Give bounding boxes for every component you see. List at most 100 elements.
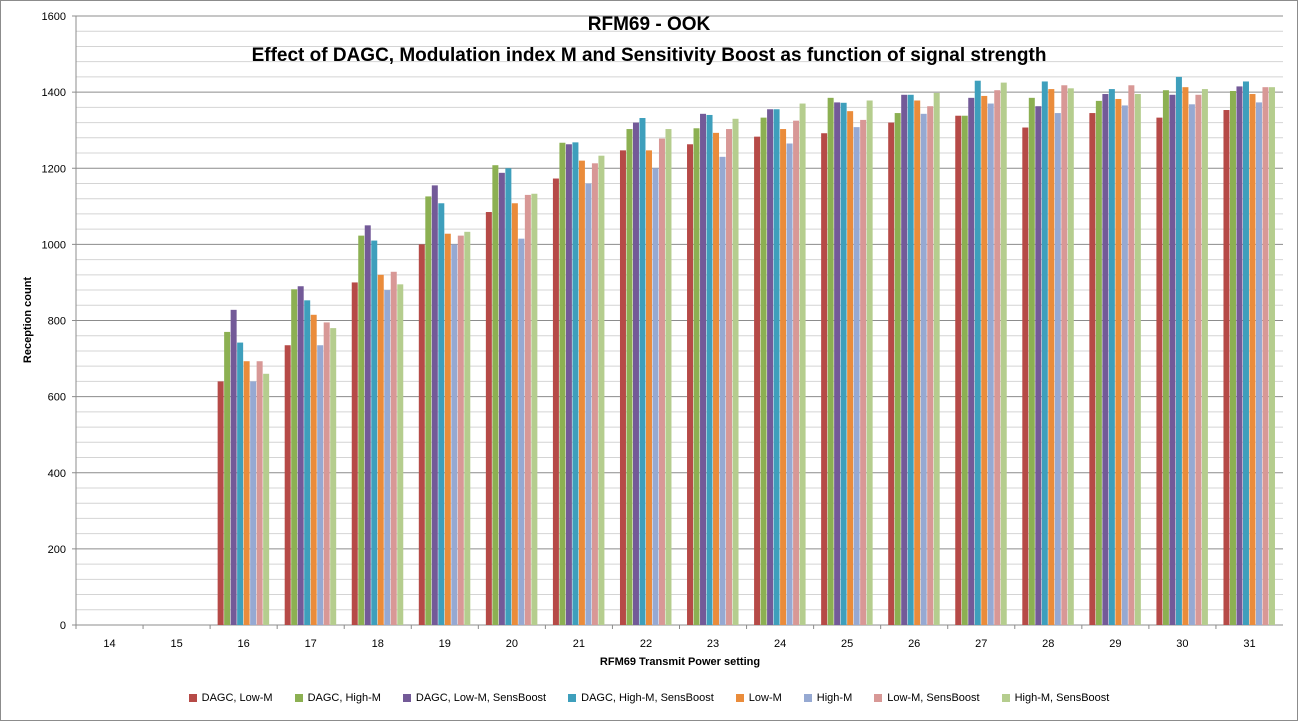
bar — [351, 282, 358, 625]
legend-label: DAGC, High-M, SensBoost — [581, 692, 714, 704]
bar — [1061, 85, 1068, 626]
bar — [626, 129, 633, 625]
y-axis-label: Reception count — [22, 276, 34, 364]
bar — [1249, 94, 1256, 625]
bar — [572, 142, 579, 625]
bar — [1102, 94, 1109, 625]
bar — [994, 90, 1001, 626]
legend-item: DAGC, High-M — [294, 692, 381, 704]
bar — [224, 331, 231, 625]
bar — [760, 117, 767, 625]
x-tick-label: 28 — [1042, 638, 1054, 650]
x-tick-label: 17 — [305, 638, 317, 650]
bar — [431, 185, 438, 626]
bar — [632, 122, 639, 625]
bar — [901, 94, 908, 626]
bar — [390, 271, 397, 625]
legend-swatch — [735, 694, 744, 702]
bar — [451, 244, 458, 625]
bar — [1188, 104, 1195, 626]
bar — [1041, 81, 1048, 625]
bar — [955, 115, 962, 625]
bar — [524, 194, 531, 626]
bar — [297, 286, 304, 625]
bar — [598, 155, 605, 625]
bar — [1128, 85, 1135, 626]
bar — [1169, 94, 1176, 626]
bar — [591, 163, 598, 625]
legend-item: Low-M — [735, 692, 782, 704]
bar — [645, 150, 652, 625]
bar — [230, 309, 237, 625]
bar — [1115, 98, 1122, 625]
x-tick-label: 16 — [238, 638, 250, 650]
legend-item: High-M, SensBoost — [1001, 692, 1110, 704]
bar — [780, 129, 787, 625]
bar — [1108, 89, 1115, 625]
bar — [907, 94, 914, 626]
bar — [1156, 117, 1163, 625]
bar — [961, 115, 968, 625]
x-tick-label: 31 — [1243, 638, 1255, 650]
bar — [1229, 90, 1236, 625]
bar — [1134, 94, 1141, 625]
bar — [706, 114, 713, 626]
legend-swatch — [294, 694, 303, 702]
x-tick-label: 24 — [774, 638, 786, 650]
bar — [552, 178, 559, 626]
bar — [377, 274, 384, 625]
y-tick-label: 1600 — [42, 11, 66, 23]
legend-swatch — [803, 694, 812, 702]
x-tick-label: 29 — [1109, 638, 1121, 650]
bar — [1054, 113, 1061, 625]
bar — [894, 113, 901, 625]
bar — [1035, 106, 1042, 625]
y-tick-label: 1000 — [42, 239, 66, 251]
bar — [1175, 76, 1182, 625]
y-tick-label: 0 — [60, 620, 66, 632]
legend-label: Low-M, SensBoost — [887, 692, 980, 704]
bar — [1242, 81, 1249, 625]
bar — [578, 160, 585, 625]
bar — [821, 133, 828, 626]
legend-label: DAGC, Low-M — [201, 692, 273, 704]
bar — [1236, 86, 1243, 625]
bar — [793, 120, 800, 625]
bar — [665, 129, 672, 625]
legend-label: High-M, SensBoost — [1014, 692, 1110, 704]
legend-item: High-M — [803, 692, 852, 704]
x-tick-label: 20 — [506, 638, 518, 650]
bar — [291, 289, 298, 625]
bar — [1262, 87, 1269, 625]
bar — [726, 129, 733, 625]
bar — [418, 244, 425, 625]
bar — [927, 106, 934, 625]
bar — [485, 212, 492, 625]
y-tick-label: 400 — [48, 468, 66, 480]
bar — [687, 144, 694, 625]
bar — [250, 381, 257, 625]
x-tick-label: 25 — [841, 638, 853, 650]
bar — [719, 156, 726, 626]
bar — [284, 345, 291, 625]
x-tick-label: 19 — [439, 638, 451, 650]
bar — [713, 132, 720, 625]
bar — [498, 172, 505, 625]
legend-item: DAGC, Low-M — [188, 692, 273, 704]
x-tick-label: 23 — [707, 638, 719, 650]
legend-swatch — [188, 694, 197, 702]
bar — [1067, 88, 1074, 626]
bar — [304, 300, 311, 625]
bar — [263, 373, 270, 625]
bar — [384, 290, 391, 625]
bar — [1000, 82, 1007, 625]
x-tick-label: 14 — [103, 638, 115, 650]
legend-label: DAGC, High-M — [307, 692, 381, 704]
bar — [444, 233, 451, 625]
bar — [847, 111, 854, 625]
bar — [799, 103, 806, 625]
bar — [358, 235, 365, 626]
y-tick-label: 1200 — [42, 163, 66, 175]
bar — [565, 144, 572, 625]
